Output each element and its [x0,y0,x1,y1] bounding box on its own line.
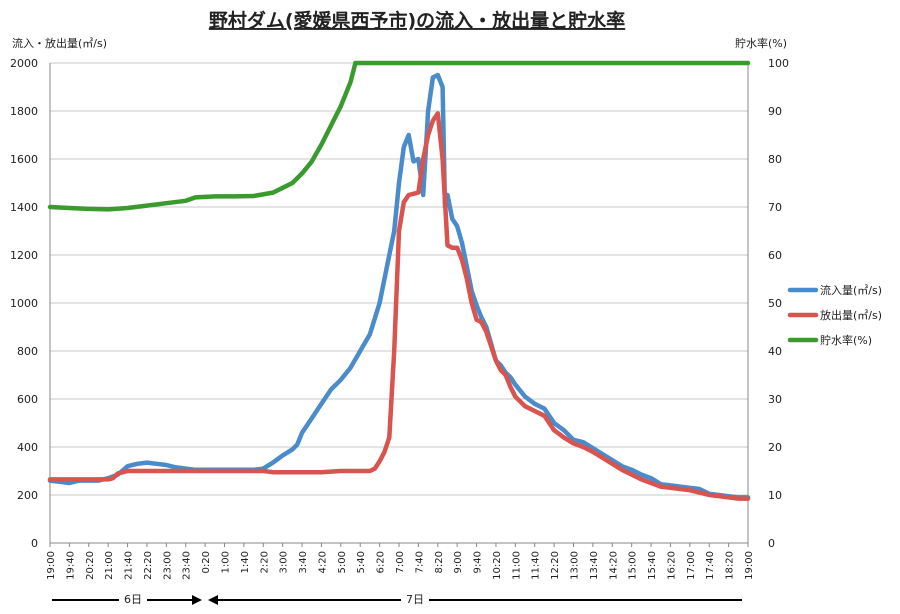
day7-label: 7日 [406,593,424,606]
chart-title: 野村ダム(愛媛県西予市)の流入・放出量と貯水率 [209,9,625,32]
x-tick-label: 3:40 [298,551,309,573]
x-tick-label: 5:40 [356,551,367,573]
right-axis-ticks: 0 10 20 30 40 50 60 70 80 90 100 [768,57,789,550]
day6-label-bg [119,591,147,605]
x-tick-label: 19:40 [65,551,76,580]
x-tick-label: 22:20 [143,551,154,580]
x-tick-label: 1:40 [240,551,251,573]
x-tick-label: 14:20 [608,551,619,580]
right-tick-label: 0 [768,537,775,550]
left-tick-label: 1000 [10,297,38,310]
right-tick-label: 80 [768,153,782,166]
x-tick-label: 16:20 [666,551,677,580]
day7-label-bg [401,591,429,605]
legend-label: 貯水率(%) [820,333,872,347]
x-tick-label: 12:20 [550,551,561,580]
right-tick-label: 40 [768,345,782,358]
left-tick-label: 1600 [10,153,38,166]
x-tick-label: 21:00 [104,551,115,580]
day7-arrow-head [208,595,218,605]
day6-label: 6日 [124,593,142,606]
series-line-3 [47,60,751,212]
day-markers: 6日 7日 [52,591,742,606]
left-tick-label: 800 [17,345,38,358]
x-tick-label: 9:00 [453,551,464,573]
x-tick-label: 11:40 [531,551,542,580]
left-tick-label: 400 [17,441,38,454]
x-tick-label: 15:00 [628,551,639,580]
x-tick-label: 21:40 [124,551,135,580]
series-line-2 [47,111,751,501]
x-tick-label: 23:00 [162,551,173,580]
right-tick-label: 10 [768,489,782,502]
x-tick-label: 10:20 [492,551,503,580]
right-tick-label: 90 [768,105,782,118]
x-tick-label: 4:20 [317,551,328,573]
x-tick-label: 17:00 [686,551,697,580]
right-tick-label: 30 [768,393,782,406]
x-tick-label: 2:20 [259,551,270,573]
right-tick-label: 70 [768,201,782,214]
left-tick-label: 600 [17,393,38,406]
x-tick-label: 23:40 [182,551,193,580]
x-tick-label: 3:00 [279,551,290,573]
x-tick-label: 9:40 [473,551,484,573]
x-tick-label: 0:20 [201,551,212,573]
right-tick-label: 100 [768,57,789,70]
x-tick-label: 19:00 [46,551,57,580]
x-tick-label: 13:00 [570,551,581,580]
left-tick-label: 1400 [10,201,38,214]
legend: 流入量(㎥/s) 放出量(㎥/s) 貯水率(%) [787,283,882,347]
x-tick-label: 13:40 [589,551,600,580]
left-axis-ticks: 0 200 400 600 800 1000 1200 1400 1600 1800 2000 [10,57,38,550]
left-tick-label: 200 [17,489,38,502]
right-tick-label: 20 [768,441,782,454]
right-axis-title: 貯水率(%) [735,36,787,50]
x-axis-ticks: 19:00 19:40 20:20 21:00 21:40 22:20 23:00 23:40… [46,543,755,580]
left-tick-label: 2000 [10,57,38,70]
x-tick-label: 5:00 [337,551,348,573]
day6-arrow-head [192,595,202,605]
right-tick-label: 50 [768,297,782,310]
left-tick-label: 1200 [10,249,38,262]
x-tick-label: 1:00 [221,551,232,573]
left-tick-label: 0 [31,537,38,550]
legend-label: 放出量(㎥/s) [820,308,882,322]
left-axis-title: 流入・放出量(㎥/s) [12,36,107,50]
x-tick-label: 8:20 [434,551,445,573]
right-tick-label: 60 [768,249,782,262]
x-tick-label: 19:00 [744,551,755,580]
legend-label: 流入量(㎥/s) [820,283,882,297]
x-tick-label: 17:40 [705,551,716,580]
left-tick-label: 1800 [10,105,38,118]
x-tick-label: 20:20 [85,551,96,580]
x-tick-label: 6:20 [376,551,387,573]
x-tick-label: 7:00 [395,551,406,573]
x-tick-label: 7:40 [414,551,425,573]
series-lines [47,60,751,501]
x-tick-label: 18:20 [725,551,736,580]
x-tick-label: 15:40 [647,551,658,580]
x-tick-label: 11:00 [511,551,522,580]
